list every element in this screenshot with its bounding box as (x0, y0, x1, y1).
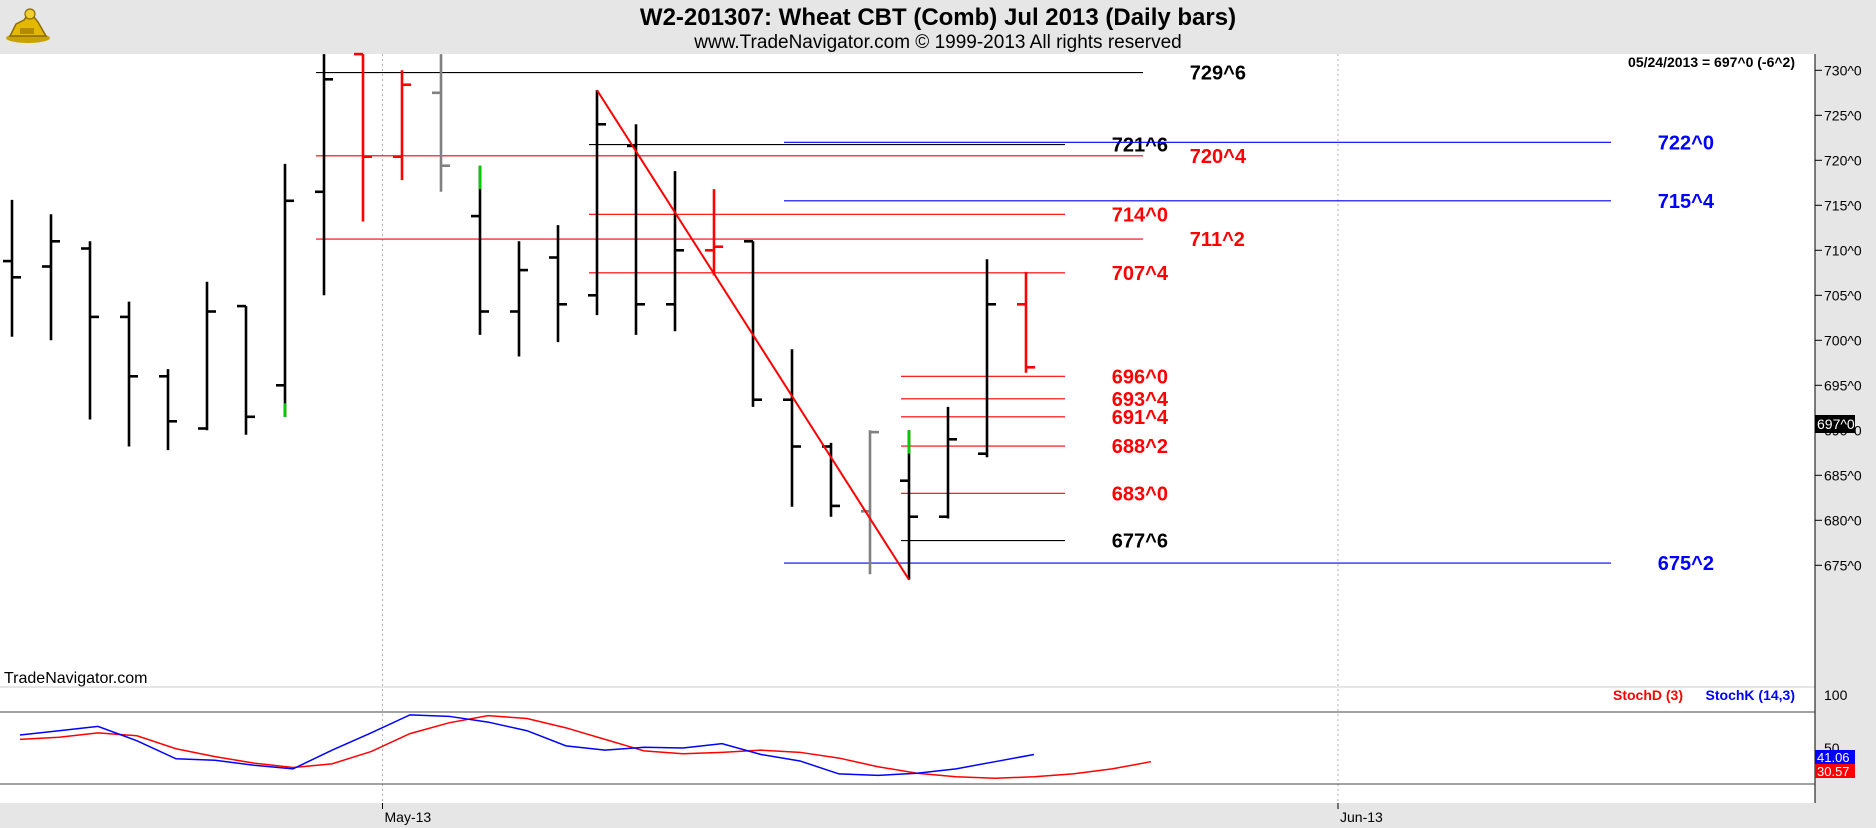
ohlc-bar (276, 163, 294, 417)
ohlc-bar (900, 430, 918, 580)
ohlc-bar (939, 406, 957, 519)
price-axis: 675^0680^0685^0690^0695^0700^0705^0710^0… (1814, 54, 1862, 803)
ohlc-bar (978, 259, 996, 458)
ohlc-bar (1017, 271, 1035, 373)
trendline-line (596, 89, 910, 581)
level-label: 714^0 (1112, 204, 1168, 226)
price-tick-label: 710^0 (1824, 242, 1862, 258)
stoch-last-value: 30.57 (1817, 764, 1850, 779)
ohlc-bar (42, 214, 60, 341)
price-bars (3, 52, 1035, 580)
level-label: 729^6 (1190, 63, 1246, 85)
ohlc-bar (315, 54, 333, 296)
price-tick-label: 720^0 (1824, 152, 1862, 168)
ohlc-bar (237, 304, 255, 435)
ohlc-bar (549, 225, 567, 343)
level-label: 715^4 (1658, 191, 1715, 213)
ohlc-bar (198, 281, 216, 431)
level-label: 675^2 (1658, 553, 1714, 575)
level-label: 696^0 (1112, 366, 1168, 388)
ohlc-bar (3, 199, 21, 337)
level-label: 688^2 (1112, 436, 1168, 458)
stoch-panel (0, 688, 1815, 803)
ohlc-bar (81, 241, 99, 420)
stoch-legend-entry: StochK (14,3) (1706, 687, 1795, 703)
price-tick-label: 680^0 (1824, 512, 1862, 528)
last-price-label: 697^0 (1817, 416, 1855, 432)
ohlc-bar (432, 54, 450, 192)
ohlc-bar (120, 301, 138, 447)
ohlc-bar (393, 70, 411, 181)
level-label: 722^0 (1658, 132, 1714, 154)
ohlc-bar (744, 240, 762, 407)
stoch-series-line (19, 714, 1035, 777)
ohlc-bar (471, 165, 489, 335)
ohlc-bar (666, 171, 684, 332)
stoch-tick-label: 100 (1824, 687, 1848, 703)
level-label: 691^4 (1112, 407, 1169, 429)
watermark: TradeNavigator.com (4, 670, 147, 687)
level-label: 707^4 (1112, 263, 1169, 285)
ohlc-bar (159, 369, 177, 451)
level-label: 711^2 (1190, 229, 1245, 251)
stoch-series-line (19, 714, 1152, 779)
price-tick-label: 725^0 (1824, 107, 1862, 123)
ohlc-bar (705, 189, 723, 276)
date-tick-label: May-13 (385, 809, 432, 825)
stoch-legend-entry: StochD (3) (1613, 687, 1683, 703)
price-tick-label: 695^0 (1824, 377, 1862, 393)
logo-icon (6, 8, 50, 43)
level-label: 721^6 (1112, 135, 1168, 157)
tradenavigator-logo (2, 2, 52, 50)
level-label: 720^4 (1190, 146, 1247, 168)
price-tick-label: 685^0 (1824, 467, 1862, 483)
price-tick-label: 700^0 (1824, 332, 1862, 348)
level-label: 683^0 (1112, 483, 1168, 505)
stoch-last-value-box (1815, 750, 1855, 764)
price-tick-label: 675^0 (1824, 557, 1862, 573)
price-tick-label: 715^0 (1824, 197, 1862, 213)
last-price-box (1815, 415, 1855, 433)
quote-readout: 05/24/2013 = 697^0 (-6^2) (1628, 54, 1795, 70)
level-label: 677^6 (1112, 531, 1168, 553)
trendline (596, 89, 910, 581)
date-tick-label: Jun-13 (1340, 809, 1383, 825)
level-label: 693^4 (1112, 389, 1169, 411)
chart-title: W2-201307: Wheat CBT (Comb) Jul 2013 (Da… (639, 4, 1237, 31)
ohlc-bar (354, 52, 372, 222)
price-panel (0, 54, 1815, 686)
chart-subtitle: www.TradeNavigator.com © 1999-2013 All r… (694, 32, 1182, 53)
date-axis: May-13 Jun-13 (382, 803, 1383, 825)
price-levels: 729^6 721^6 720^4 714^0 711^2 707^4 696^0693^4… (316, 63, 1715, 575)
price-tick-label: 730^0 (1824, 62, 1862, 78)
price-tick-label: 705^0 (1824, 287, 1862, 303)
stoch-last-value-box (1815, 764, 1855, 778)
ohlc-bar (510, 241, 528, 357)
stoch-last-value: 41.06 (1817, 750, 1850, 765)
ohlc-bar (588, 90, 606, 316)
ohlc-bar (783, 349, 801, 507)
